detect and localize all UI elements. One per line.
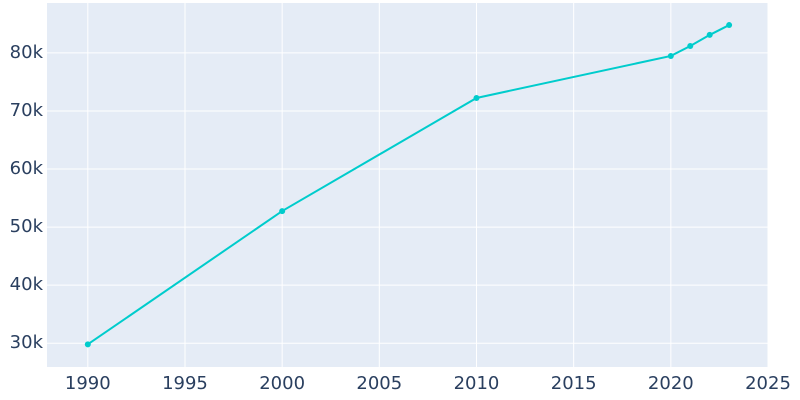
point bbox=[667, 52, 674, 59]
y-tick-label: 60k bbox=[10, 158, 44, 179]
point bbox=[473, 94, 480, 101]
y-tick-label: 70k bbox=[10, 100, 44, 121]
x-tick-label: 2020 bbox=[648, 373, 694, 394]
x-tick-label: 2025 bbox=[745, 373, 791, 394]
y-tick-label: 80k bbox=[10, 42, 44, 63]
y-tick-label: 40k bbox=[10, 274, 44, 295]
x-tick-label: 2015 bbox=[551, 373, 597, 394]
y-tick-label: 50k bbox=[10, 216, 44, 237]
point bbox=[279, 208, 286, 215]
point bbox=[726, 22, 733, 29]
point bbox=[84, 341, 91, 348]
point bbox=[706, 31, 713, 38]
x-tick-label: 1995 bbox=[162, 373, 208, 394]
x-tick-label: 2010 bbox=[454, 373, 500, 394]
x-tick-label: 2005 bbox=[356, 373, 402, 394]
plot-background bbox=[47, 3, 768, 367]
x-tick-label: 1990 bbox=[65, 373, 111, 394]
y-tick-label: 30k bbox=[10, 332, 44, 353]
x-tick-label: 2000 bbox=[259, 373, 305, 394]
point bbox=[687, 42, 694, 49]
